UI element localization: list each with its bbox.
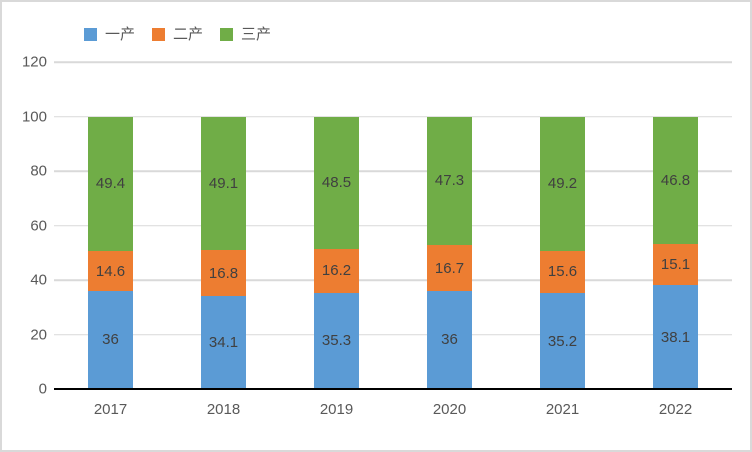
bar-segment-2017-series0: 36 (88, 290, 133, 389)
bar-segment-2021-series2: 49.2 (540, 116, 585, 251)
x-tick-label: 2020 (432, 401, 467, 418)
bar-segment-2022-series2: 46.8 (653, 116, 698, 245)
bar-segment-2020-series2: 47.3 (427, 116, 472, 246)
bar-segment-2020-series1: 16.7 (427, 245, 472, 291)
gridline (54, 279, 732, 281)
legend-item-0: 一产 (84, 27, 135, 42)
legend: 一产 二产 三产 (84, 27, 271, 42)
legend-item-2: 三产 (220, 27, 271, 42)
data-label: 35.3 (321, 332, 352, 350)
bar-segment-2020-series0: 36 (427, 290, 472, 389)
y-tick-label: 60 (30, 217, 47, 234)
x-axis-line (54, 388, 732, 390)
bar-segment-2019-series2: 48.5 (314, 116, 359, 249)
x-tick-label: 2022 (658, 401, 693, 418)
data-label: 47.3 (434, 172, 465, 190)
bar-segment-2017-series1: 14.6 (88, 251, 133, 291)
y-tick-label: 80 (30, 162, 47, 180)
data-label: 16.8 (208, 264, 239, 282)
data-label: 16.2 (321, 262, 352, 280)
bar-segment-2018-series1: 16.8 (201, 250, 246, 297)
legend-item-1: 二产 (152, 27, 203, 42)
data-label: 34.1 (208, 334, 239, 352)
data-label: 15.6 (547, 263, 578, 281)
y-tick-label: 120 (21, 53, 47, 71)
gridline (54, 170, 732, 172)
y-tick-label: 0 (38, 380, 47, 398)
bar-segment-2019-series1: 16.2 (314, 248, 359, 293)
data-label: 48.5 (321, 174, 352, 192)
gridline (54, 333, 732, 336)
bar-segment-2018-series2: 49.1 (201, 116, 246, 251)
gridline (54, 61, 732, 63)
data-label: 49.1 (208, 174, 239, 192)
bar-segment-2017-series2: 49.4 (88, 116, 133, 252)
x-tick-label: 2018 (206, 401, 241, 418)
legend-swatch-icon (152, 28, 166, 41)
data-label: 36 (441, 331, 458, 349)
x-tick-label: 2017 (93, 401, 128, 418)
data-label: 49.4 (95, 175, 126, 193)
legend-label: 三产 (241, 26, 272, 43)
bar-segment-2019-series0: 35.3 (314, 292, 359, 389)
y-axis-labels: 0 20 40 60 80 100 120 (2, 2, 47, 450)
x-tick-label: 2021 (545, 401, 580, 418)
data-label: 15.1 (660, 256, 691, 274)
y-tick-label: 100 (21, 108, 47, 125)
data-label: 14.6 (95, 262, 126, 280)
data-label: 16.7 (434, 259, 465, 277)
legend-label: 一产 (105, 26, 136, 43)
data-label: 36 (102, 331, 119, 349)
y-tick-label: 20 (30, 326, 47, 343)
data-label: 38.1 (660, 328, 691, 346)
bar-segment-2021-series1: 15.6 (540, 250, 585, 294)
gridline (54, 224, 732, 227)
data-label: 46.8 (660, 171, 691, 189)
legend-swatch-icon (220, 28, 234, 41)
bar-segment-2018-series0: 34.1 (201, 296, 246, 389)
bar-segment-2022-series1: 15.1 (653, 244, 698, 286)
gridline (54, 115, 732, 118)
x-axis-labels: 2017 2018 2019 2020 2021 2022 (54, 402, 732, 426)
data-label: 35.2 (547, 332, 578, 350)
plot-area: 36 14.6 49.4 34.1 16.8 49.1 35.3 16.2 48.5 36 16.7… (54, 61, 732, 390)
data-label: 49.2 (547, 175, 578, 193)
bar-segment-2022-series0: 38.1 (653, 285, 698, 389)
bar-segment-2021-series0: 35.2 (540, 293, 585, 389)
legend-label: 二产 (173, 26, 204, 43)
legend-swatch-icon (84, 28, 97, 41)
y-tick-label: 40 (30, 271, 47, 289)
x-tick-label: 2019 (319, 401, 354, 418)
